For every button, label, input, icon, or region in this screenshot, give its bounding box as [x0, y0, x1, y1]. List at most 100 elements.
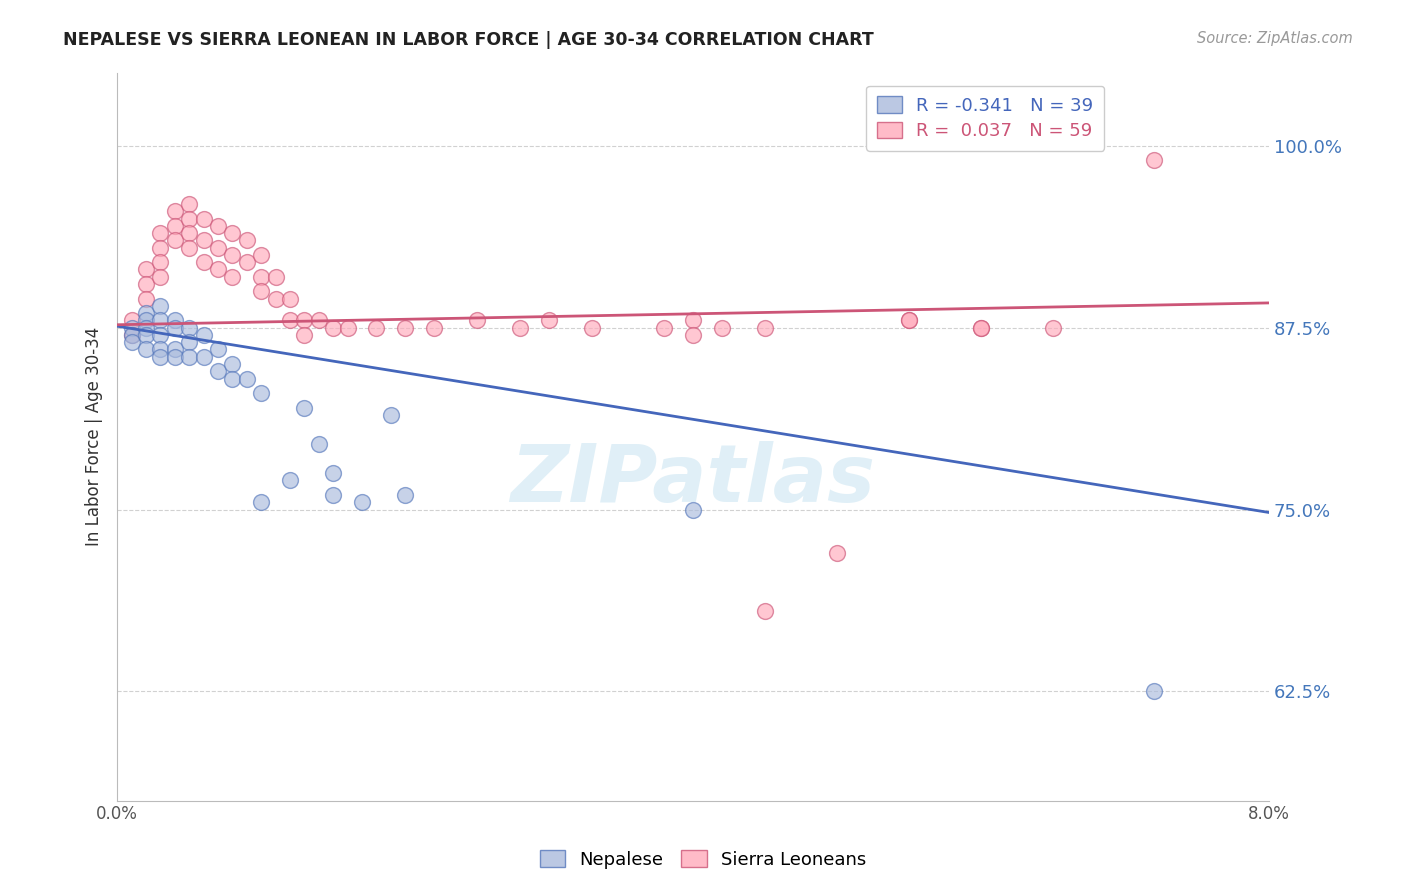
- Point: [179, 320, 201, 334]
- Point: [149, 269, 172, 284]
- Point: [652, 320, 675, 334]
- Point: [710, 320, 733, 334]
- Point: [149, 226, 172, 240]
- Point: [179, 197, 201, 211]
- Point: [135, 343, 157, 357]
- Point: [121, 313, 143, 327]
- Point: [308, 313, 330, 327]
- Point: [682, 313, 704, 327]
- Text: ZIPatlas: ZIPatlas: [510, 442, 876, 519]
- Point: [179, 350, 201, 364]
- Point: [163, 320, 186, 334]
- Point: [278, 474, 301, 488]
- Point: [149, 350, 172, 364]
- Point: [465, 313, 488, 327]
- Point: [193, 327, 215, 342]
- Point: [163, 204, 186, 219]
- Point: [308, 437, 330, 451]
- Point: [754, 320, 776, 334]
- Point: [135, 262, 157, 277]
- Point: [394, 320, 416, 334]
- Point: [250, 269, 273, 284]
- Point: [163, 233, 186, 247]
- Point: [193, 211, 215, 226]
- Point: [292, 313, 315, 327]
- Point: [322, 488, 344, 502]
- Point: [179, 226, 201, 240]
- Point: [350, 495, 373, 509]
- Point: [193, 233, 215, 247]
- Point: [135, 327, 157, 342]
- Point: [898, 313, 921, 327]
- Point: [322, 320, 344, 334]
- Point: [1143, 153, 1166, 168]
- Point: [264, 269, 287, 284]
- Point: [394, 488, 416, 502]
- Point: [149, 241, 172, 255]
- Point: [221, 269, 243, 284]
- Point: [236, 255, 259, 269]
- Point: [825, 546, 848, 560]
- Point: [163, 219, 186, 233]
- Point: [121, 327, 143, 342]
- Point: [250, 495, 273, 509]
- Point: [221, 371, 243, 385]
- Point: [149, 327, 172, 342]
- Point: [278, 292, 301, 306]
- Legend: R = -0.341   N = 39, R =  0.037   N = 59: R = -0.341 N = 39, R = 0.037 N = 59: [866, 86, 1105, 151]
- Point: [135, 292, 157, 306]
- Point: [970, 320, 993, 334]
- Point: [163, 350, 186, 364]
- Point: [1143, 684, 1166, 698]
- Point: [207, 262, 229, 277]
- Point: [121, 320, 143, 334]
- Point: [380, 408, 402, 422]
- Point: [264, 292, 287, 306]
- Point: [135, 306, 157, 320]
- Point: [682, 502, 704, 516]
- Point: [207, 241, 229, 255]
- Point: [221, 226, 243, 240]
- Point: [179, 211, 201, 226]
- Point: [149, 299, 172, 313]
- Point: [278, 313, 301, 327]
- Point: [898, 313, 921, 327]
- Point: [193, 350, 215, 364]
- Point: [581, 320, 603, 334]
- Point: [193, 255, 215, 269]
- Point: [250, 248, 273, 262]
- Point: [336, 320, 359, 334]
- Point: [149, 255, 172, 269]
- Text: Source: ZipAtlas.com: Source: ZipAtlas.com: [1197, 31, 1353, 46]
- Point: [135, 313, 157, 327]
- Point: [135, 277, 157, 291]
- Point: [163, 343, 186, 357]
- Point: [207, 219, 229, 233]
- Legend: Nepalese, Sierra Leoneans: Nepalese, Sierra Leoneans: [533, 843, 873, 876]
- Point: [163, 313, 186, 327]
- Point: [135, 320, 157, 334]
- Point: [423, 320, 446, 334]
- Point: [538, 313, 561, 327]
- Point: [207, 343, 229, 357]
- Point: [292, 327, 315, 342]
- Point: [250, 285, 273, 299]
- Text: NEPALESE VS SIERRA LEONEAN IN LABOR FORCE | AGE 30-34 CORRELATION CHART: NEPALESE VS SIERRA LEONEAN IN LABOR FORC…: [63, 31, 875, 49]
- Point: [221, 248, 243, 262]
- Point: [149, 343, 172, 357]
- Point: [1042, 320, 1064, 334]
- Point: [121, 327, 143, 342]
- Y-axis label: In Labor Force | Age 30-34: In Labor Force | Age 30-34: [86, 327, 103, 547]
- Point: [149, 313, 172, 327]
- Point: [236, 233, 259, 247]
- Point: [236, 371, 259, 385]
- Point: [970, 320, 993, 334]
- Point: [292, 401, 315, 415]
- Point: [366, 320, 388, 334]
- Point: [179, 241, 201, 255]
- Point: [121, 335, 143, 350]
- Point: [250, 386, 273, 401]
- Point: [322, 466, 344, 480]
- Point: [509, 320, 531, 334]
- Point: [754, 604, 776, 618]
